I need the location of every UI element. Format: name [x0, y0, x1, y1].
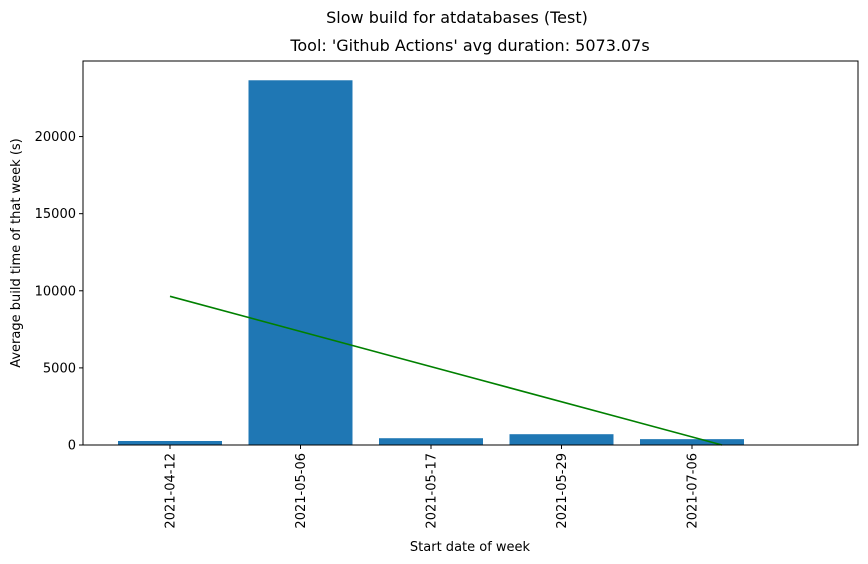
x-tick-label: 2021-07-06 [686, 453, 701, 529]
x-tick-label: 2021-04-12 [164, 453, 179, 529]
y-tick-label: 5000 [43, 361, 76, 376]
x-axis: 2021-04-12 2021-05-06 2021-05-17 2021-05-29… [164, 445, 701, 529]
y-tick-label: 10000 [35, 284, 76, 299]
x-tick-label: 2021-05-29 [555, 453, 570, 529]
trend-group [169, 295, 723, 446]
y-tick-label: 20000 [35, 130, 76, 145]
y-tick-label: 15000 [35, 207, 76, 222]
bar-2021-05-17 [379, 438, 483, 445]
bar-2021-05-06 [248, 80, 353, 446]
plot-frame [82, 60, 859, 446]
y-axis: 0 5000 10000 15000 20000 [35, 130, 83, 454]
x-axis-label: Start date of week [410, 540, 531, 555]
chart-title: Tool: 'Github Actions' avg duration: 507… [289, 36, 649, 55]
x-tick-label: 2021-05-17 [425, 453, 440, 529]
bar-2021-04-12 [118, 440, 222, 445]
bar-2021-07-06 [640, 439, 744, 445]
bars-group [118, 80, 744, 446]
x-tick-label: 2021-05-06 [294, 453, 309, 529]
y-tick-label: 0 [68, 439, 76, 454]
chart-suptitle: Slow build for atdatabases (Test) [326, 8, 588, 27]
bar-2021-05-29 [509, 434, 614, 445]
trend-line [169, 295, 723, 446]
y-axis-label: Average build time of that week (s) [9, 138, 24, 368]
